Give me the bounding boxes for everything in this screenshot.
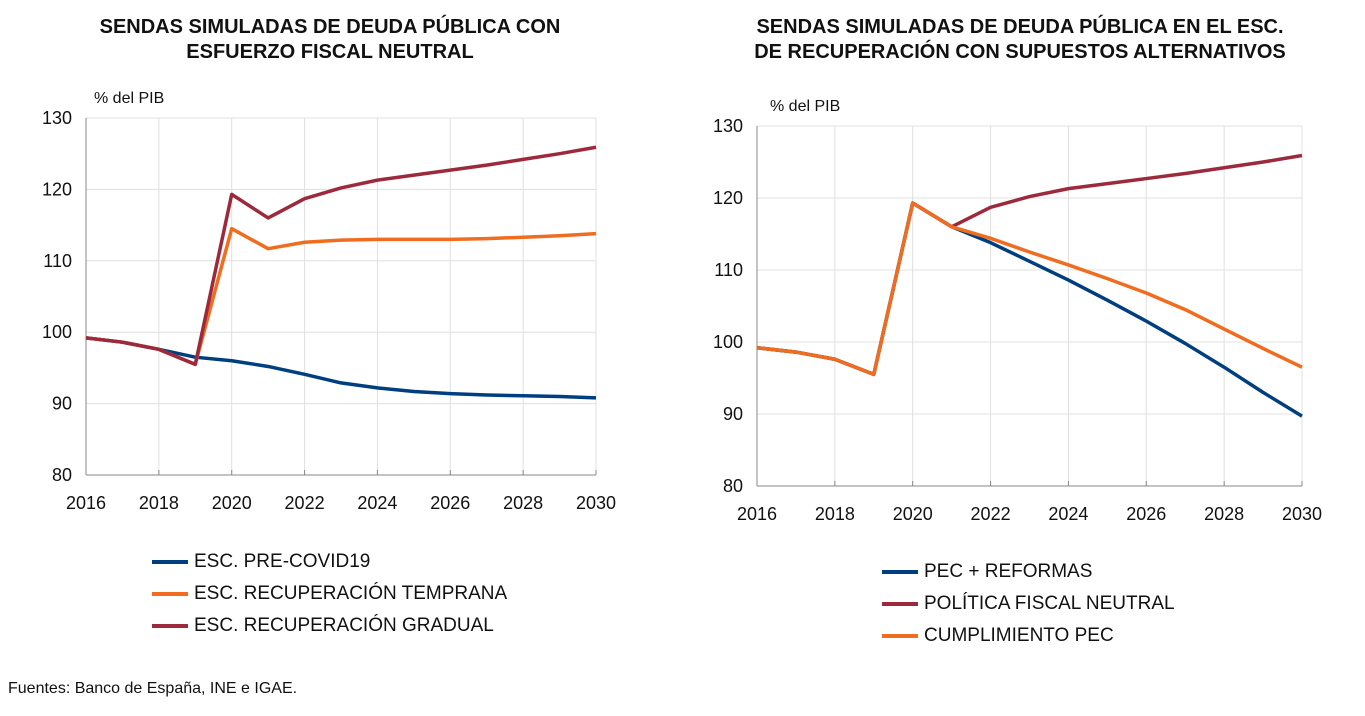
legend-label: ESC. PRE-COVID19 bbox=[194, 551, 371, 572]
legend-item: CUMPLIMIENTO PEC bbox=[882, 620, 1175, 652]
y-tick-label: 130 bbox=[713, 116, 743, 136]
x-tick-label: 2016 bbox=[737, 504, 777, 524]
legend-right: PEC + REFORMAS POLÍTICA FISCAL NEUTRAL C… bbox=[882, 556, 1175, 652]
x-tick-label: 2028 bbox=[1204, 504, 1244, 524]
title-line: SENDAS SIMULADAS DE DEUDA PÚBLICA EN EL … bbox=[756, 16, 1284, 38]
legend-item: PEC + REFORMAS bbox=[882, 556, 1175, 588]
x-tick-label: 2024 bbox=[357, 493, 397, 513]
series-line-1 bbox=[85, 226, 597, 367]
x-tick-label: 2030 bbox=[1282, 504, 1322, 524]
chart-title-left: SENDAS SIMULADAS DE DEUDA PÚBLICA CON ES… bbox=[30, 15, 630, 65]
title-line: ESFUERZO FISCAL NEUTRAL bbox=[186, 41, 474, 63]
x-tick-label: 2020 bbox=[212, 493, 252, 513]
chart-1: 80 90 100 110 120 130 2016 2018 2020 2022 2024 2026… bbox=[713, 116, 1322, 524]
x-tick-label: 2020 bbox=[893, 504, 933, 524]
x-tick-label: 2028 bbox=[503, 493, 543, 513]
legend-label: PEC + REFORMAS bbox=[924, 561, 1093, 582]
legend-item: POLÍTICA FISCAL NEUTRAL bbox=[882, 588, 1175, 620]
x-tick-label: 2022 bbox=[971, 504, 1011, 524]
y-tick-label: 80 bbox=[52, 465, 72, 485]
series-line-2 bbox=[756, 201, 1303, 377]
series-line-2 bbox=[85, 145, 597, 367]
x-tick-label: 2030 bbox=[576, 493, 616, 513]
y-tick-label: 90 bbox=[723, 404, 743, 424]
y-tick-label: 90 bbox=[52, 394, 72, 414]
chart-title-right: SENDAS SIMULADAS DE DEUDA PÚBLICA EN EL … bbox=[700, 15, 1340, 65]
source-note: Fuentes: Banco de España, INE e IGAE. bbox=[8, 680, 298, 697]
y-tick-label: 80 bbox=[723, 476, 743, 496]
legend-item: ESC. RECUPERACIÓN GRADUAL bbox=[152, 610, 507, 642]
legend-item: ESC. RECUPERACIÓN TEMPRANA bbox=[152, 578, 507, 610]
series-line-0 bbox=[85, 336, 597, 400]
legend-label: CUMPLIMIENTO PEC bbox=[924, 625, 1114, 646]
x-tick-label: 2016 bbox=[66, 493, 106, 513]
legend-swatch bbox=[152, 592, 188, 596]
y-tick-label: 120 bbox=[42, 179, 72, 199]
y-tick-label: 120 bbox=[713, 188, 743, 208]
title-line: DE RECUPERACIÓN CON SUPUESTOS ALTERNATIV… bbox=[754, 41, 1286, 63]
x-tick-label: 2026 bbox=[430, 493, 470, 513]
legend-left: ESC. PRE-COVID19 ESC. RECUPERACIÓN TEMPR… bbox=[152, 546, 507, 642]
title-line: SENDAS SIMULADAS DE DEUDA PÚBLICA CON bbox=[99, 16, 561, 38]
y-unit-right: % del PIB bbox=[770, 98, 841, 115]
x-tick-label: 2018 bbox=[139, 493, 179, 513]
y-tick-label: 110 bbox=[43, 251, 72, 271]
legend-label: ESC. RECUPERACIÓN TEMPRANA bbox=[194, 583, 508, 604]
legend-label: POLÍTICA FISCAL NEUTRAL bbox=[924, 593, 1175, 614]
x-tick-label: 2026 bbox=[1126, 504, 1166, 524]
series-line-0 bbox=[756, 201, 1303, 418]
legend-label: ESC. RECUPERACIÓN GRADUAL bbox=[194, 615, 494, 636]
chart-0: 80 90 100 110 120 130 2016 2018 2020 2022 2024 2026… bbox=[42, 108, 616, 513]
legend-swatch bbox=[882, 570, 918, 574]
legend-swatch bbox=[152, 624, 188, 628]
y-tick-label: 100 bbox=[713, 332, 743, 352]
legend-swatch bbox=[882, 602, 918, 606]
x-tick-label: 2018 bbox=[815, 504, 855, 524]
legend-swatch bbox=[882, 634, 918, 638]
y-tick-label: 130 bbox=[42, 108, 72, 128]
x-tick-label: 2022 bbox=[285, 493, 325, 513]
x-tick-label: 2024 bbox=[1048, 504, 1088, 524]
legend-swatch bbox=[152, 560, 188, 564]
y-tick-label: 110 bbox=[714, 260, 743, 280]
legend-item: ESC. PRE-COVID19 bbox=[152, 546, 507, 578]
y-tick-label: 100 bbox=[42, 322, 72, 342]
y-unit-left: % del PIB bbox=[94, 90, 165, 107]
